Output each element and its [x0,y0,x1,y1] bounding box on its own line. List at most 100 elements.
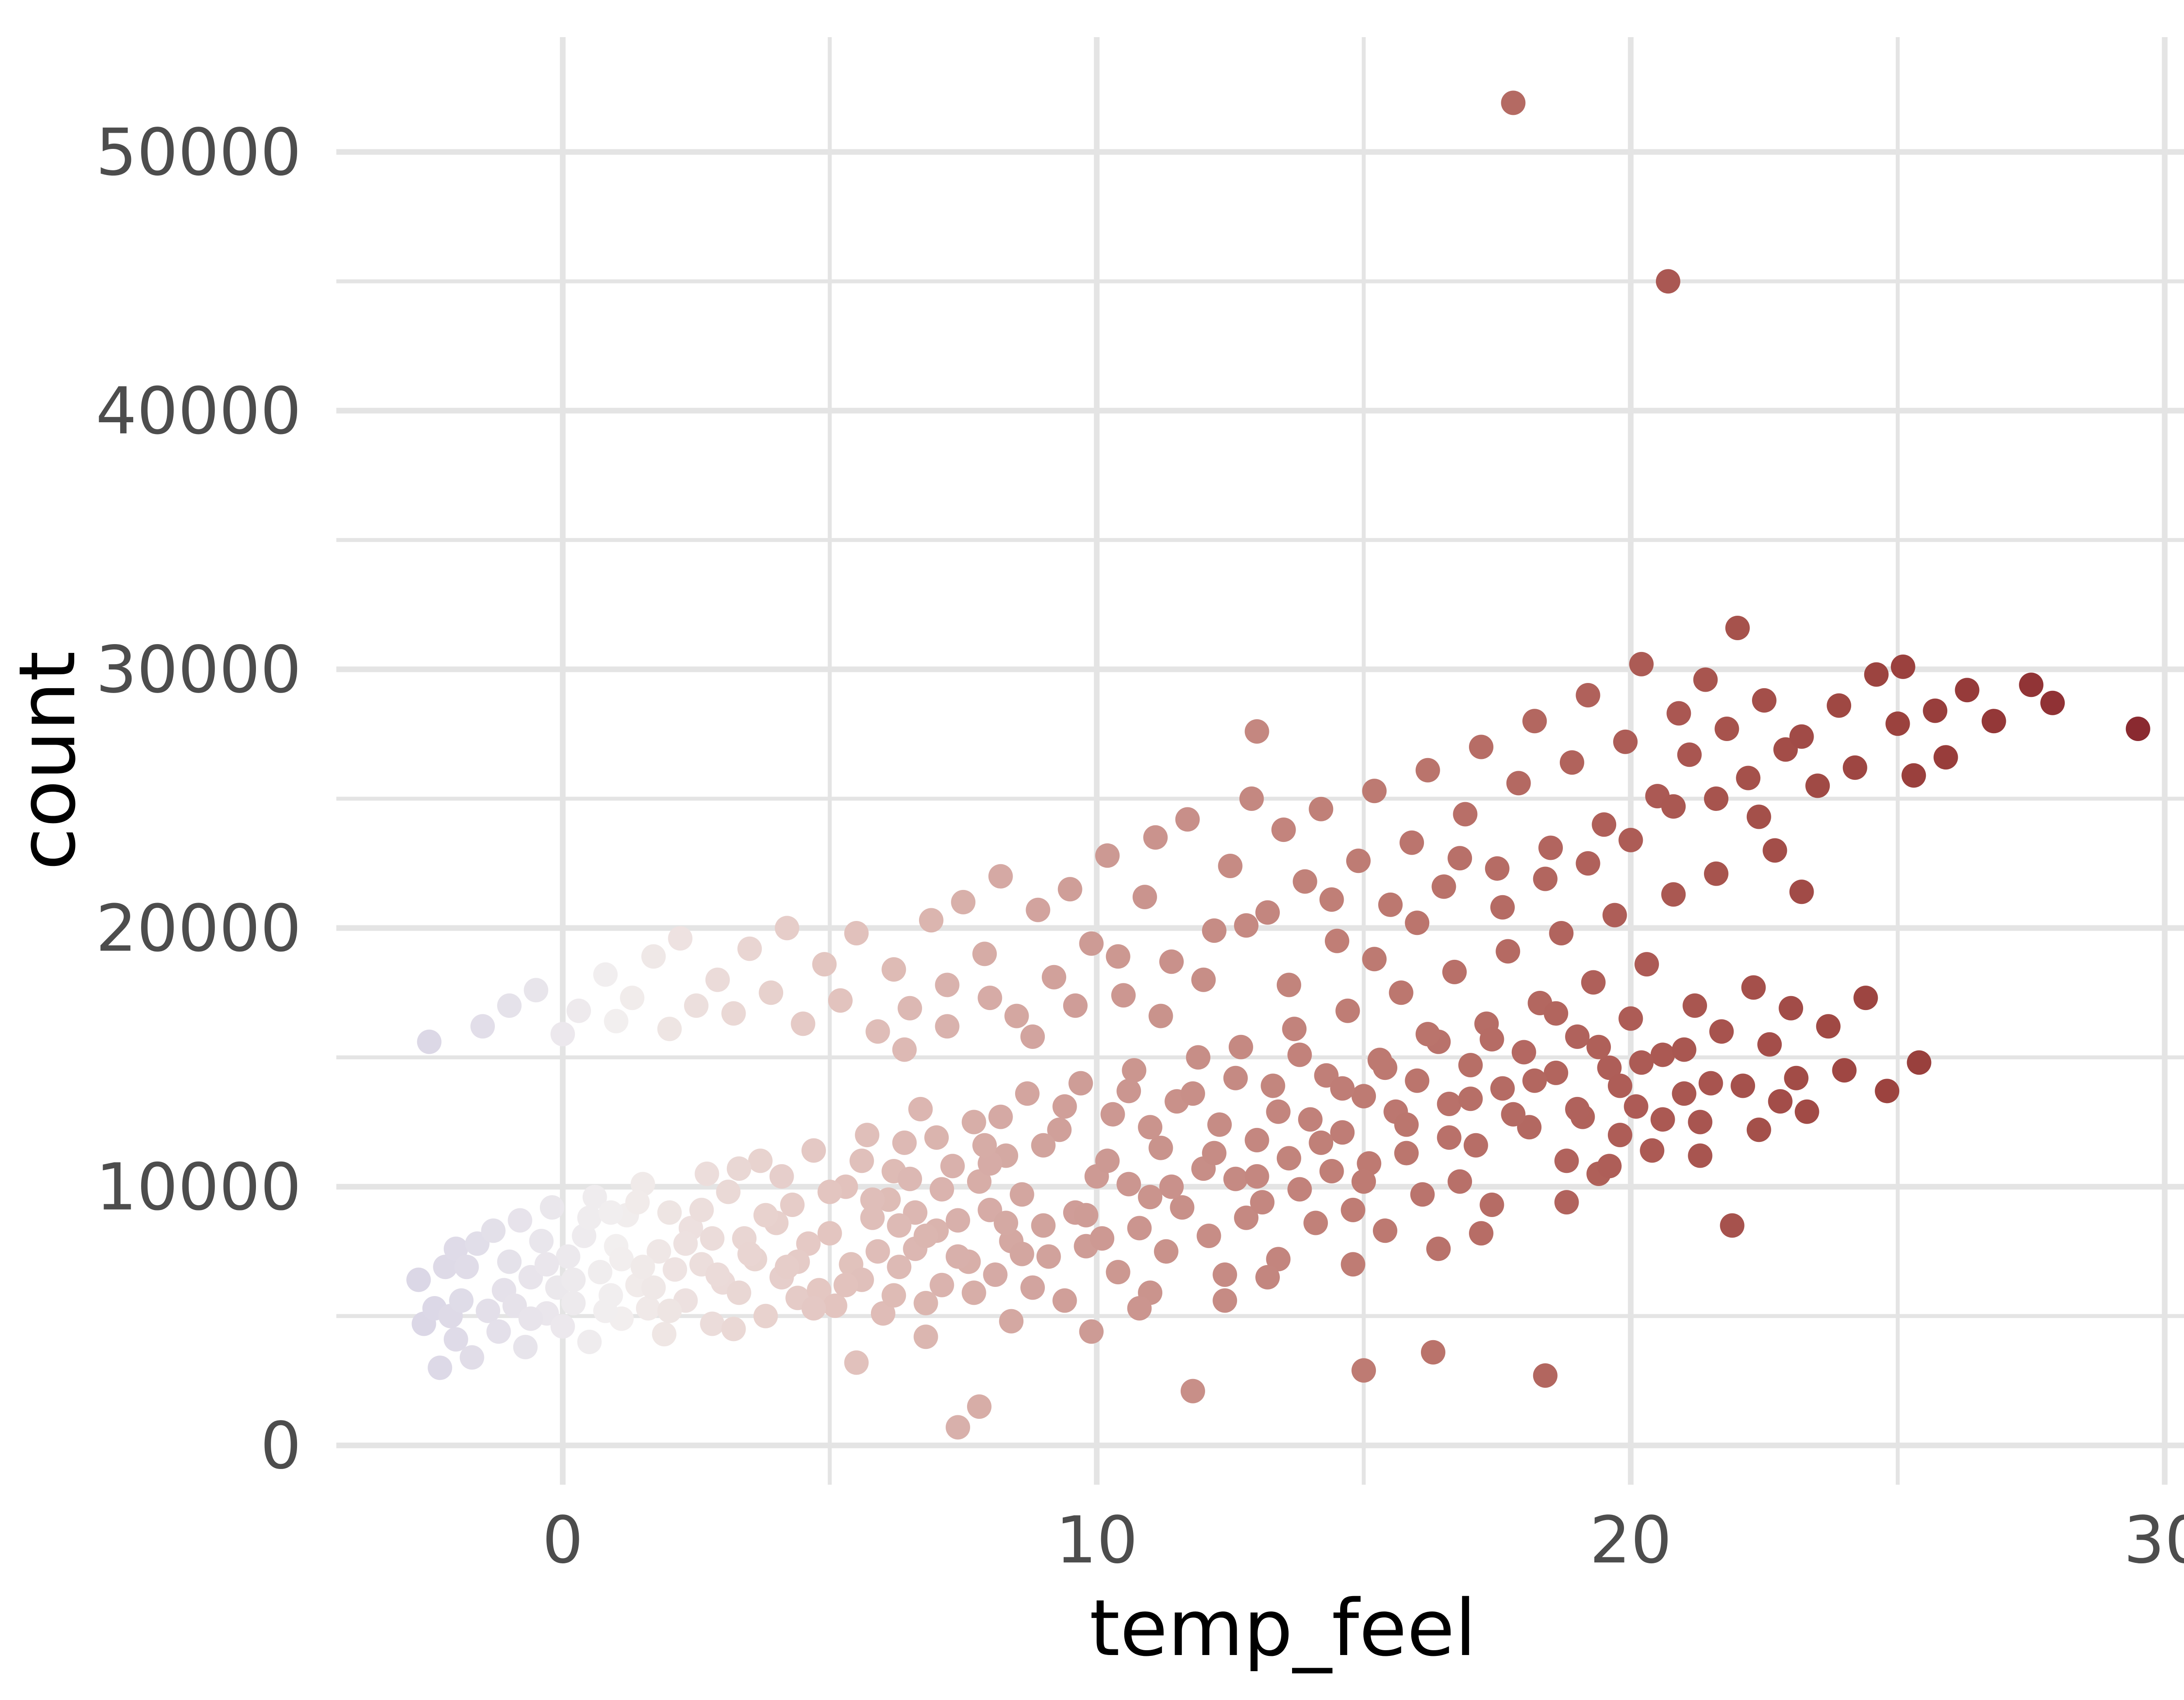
data-point [967,1169,992,1194]
data-point [1410,1182,1435,1207]
data-point [1292,869,1317,894]
data-point [1549,921,1574,945]
data-point [1437,1125,1462,1150]
data-point [460,1345,484,1370]
data-point [791,1011,816,1036]
data-point [1405,1068,1430,1093]
data-point [1015,1081,1040,1106]
data-point [1501,1102,1526,1127]
data-point [1378,892,1403,917]
data-point [1714,717,1739,741]
y-tick-label: 40000 [96,373,301,448]
data-point [1458,1086,1483,1111]
data-point [518,1306,543,1331]
data-point [1036,1244,1061,1269]
data-point [1469,1221,1493,1246]
data-point [759,980,784,1005]
data-point [972,941,997,966]
data-point [946,1244,970,1269]
data-point [1052,1094,1077,1119]
data-point [1127,1216,1152,1241]
data-point [428,1355,453,1380]
data-point [1009,1182,1034,1207]
data-point [1351,1084,1376,1109]
data-point [1255,900,1280,925]
data-point [1244,1128,1269,1152]
data-point [550,1022,575,1047]
data-point [1106,1260,1130,1285]
data-point [406,1267,431,1292]
data-point [913,1324,938,1349]
data-point [1581,970,1606,995]
data-point [2019,672,2044,697]
data-point [1442,959,1467,984]
data-point [812,952,837,977]
data-point [881,957,906,982]
x-tick-label: 20 [1590,1503,1672,1578]
data-point [668,926,693,951]
data-point [1122,1058,1147,1083]
data-point [988,864,1013,889]
y-tick-label: 30000 [96,632,301,707]
data-point [1309,1130,1334,1155]
data-point [855,1123,880,1148]
data-point [1100,1102,1125,1127]
data-point [561,1291,586,1316]
data-point [1351,1169,1376,1194]
data-point [1148,1135,1173,1160]
data-point [1458,1053,1483,1078]
data-point [1746,804,1771,829]
data-point [1020,1275,1045,1300]
data-point [1127,1296,1152,1321]
data-point [443,1236,468,1261]
data-point [1746,1117,1771,1142]
data-point [1223,1066,1248,1090]
data-point [1287,1042,1312,1067]
data-point [999,1309,1024,1334]
data-point [753,1303,778,1328]
data-point [908,1097,933,1121]
data-point [1789,879,1814,904]
data-point [508,1208,532,1233]
data-point [497,1249,522,1274]
data-point [1276,1146,1301,1171]
data-point [1794,1099,1819,1124]
data-point [1463,1133,1488,1158]
data-point [1202,1141,1227,1166]
data-point [1762,838,1787,863]
data-point [1629,1050,1654,1075]
data-point [1266,1099,1291,1124]
data-point [1180,1081,1205,1106]
y-tick-label: 10000 [96,1150,301,1225]
data-point [1063,993,1088,1018]
data-point [961,1110,986,1134]
data-point [898,996,922,1021]
data-point [1736,766,1761,790]
data-point [1068,1071,1093,1096]
data-point [1415,1022,1440,1047]
data-point [534,1252,559,1277]
data-point [780,1193,805,1217]
x-tick-label: 0 [542,1503,583,1578]
data-point [587,1260,612,1285]
data-point [454,1255,479,1279]
data-point [1276,972,1301,997]
data-point [1116,1079,1141,1103]
data-point [1469,734,1493,759]
data-point [913,1224,938,1248]
data-point [1607,1123,1632,1148]
data-point [593,1298,618,1323]
data-point [1009,1241,1034,1266]
data-point [1405,910,1430,935]
data-point [1618,828,1643,852]
data-point [1052,1288,1077,1313]
data-point [1607,1073,1632,1098]
data-point [1448,846,1472,871]
data-point [983,1262,1008,1287]
data-point [1303,1210,1328,1235]
data-point [972,1133,997,1158]
data-point [1202,918,1227,943]
data-point [1175,807,1200,832]
data-point [844,1350,869,1375]
data-point [1741,975,1766,1000]
